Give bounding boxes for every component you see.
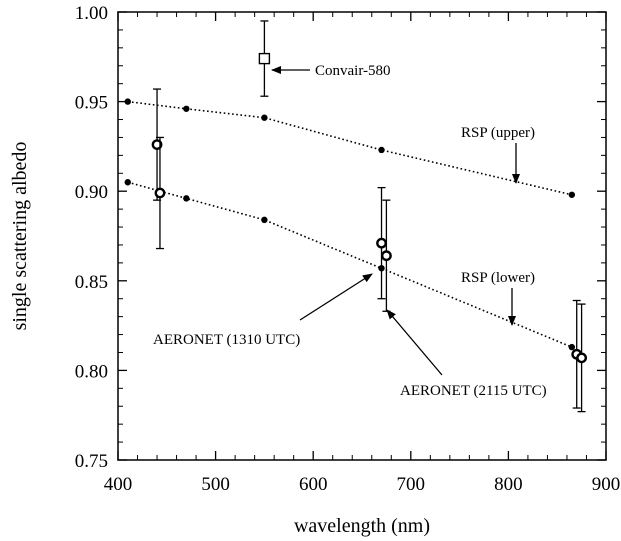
annotation-aeronet-1310-arrow [299, 273, 373, 321]
data-point [124, 98, 131, 105]
x-tick-label: 600 [299, 474, 328, 495]
x-tick-label: 900 [592, 474, 621, 495]
y-tick-label: 0.90 [75, 182, 108, 203]
x-tick-label: 800 [494, 474, 523, 495]
annotation-aeronet-2115-label: AERONET (2115 UTC) [400, 383, 547, 399]
data-point [258, 52, 271, 65]
data-point [378, 146, 385, 154]
data-point [183, 105, 190, 112]
y-tick-label: 1.00 [75, 3, 108, 24]
x-axis-title: wavelength (nm) [294, 515, 430, 537]
annotation-rsp-upper: RSP (upper) [461, 125, 535, 184]
series-rsp-upper [124, 98, 576, 198]
series-rsp-lower [124, 179, 576, 351]
data-point [576, 352, 587, 364]
data-point [183, 195, 190, 202]
annotation-aeronet-2115: AERONET (2115 UTC) [386, 309, 547, 399]
plot-marks [124, 20, 587, 413]
data-point [380, 250, 392, 262]
annotation-rsp-lower: RSP (lower) [461, 270, 535, 326]
series-line [127, 181, 573, 348]
annotation-rsp-upper-label: RSP (upper) [461, 125, 535, 141]
data-point [261, 216, 268, 224]
x-tick-label: 400 [104, 474, 133, 495]
series-aeronet-2115-utc [154, 136, 587, 413]
plot-frame [117, 11, 607, 461]
series-line [127, 100, 572, 196]
annotation-rsp-lower-label: RSP (lower) [461, 270, 535, 286]
x-tick-label: 500 [201, 474, 230, 495]
data-point [151, 139, 163, 151]
annotation-convair-label: Convair-580 [315, 63, 391, 79]
data-point [261, 114, 268, 121]
x-tick-label: 700 [397, 474, 426, 495]
y-tick-label: 0.75 [75, 451, 108, 472]
annotation-aeronet-2115-arrow [386, 309, 443, 376]
data-point [568, 343, 576, 351]
y-tick-label: 0.95 [75, 93, 108, 114]
data-point [376, 237, 387, 249]
y-tick-label: 0.80 [75, 361, 108, 382]
annotation-convair: Convair-580 [271, 63, 391, 79]
data-point [124, 179, 131, 186]
series-convair-580 [258, 20, 271, 97]
data-point [154, 187, 166, 199]
annotation-aeronet-1310-label: AERONET (1310 UTC) [153, 332, 300, 348]
data-point [568, 191, 576, 198]
axes: 400 500 600 700 800 900 0.75 0.80 0.85 0.90 0.95 1.… [75, 3, 621, 495]
series-aeronet-1310-utc [151, 88, 583, 409]
y-tick-label: 0.85 [75, 272, 108, 293]
annotation-aeronet-1310: AERONET (1310 UTC) [153, 273, 373, 348]
y-axis-title: single scattering albedo [9, 142, 31, 331]
